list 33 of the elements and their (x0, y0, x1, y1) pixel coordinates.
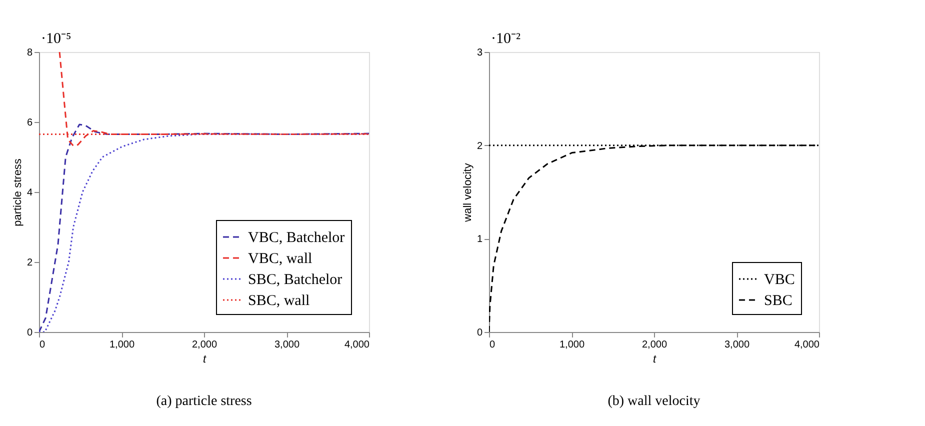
y-tick-label: 2 (26, 258, 33, 268)
x-tick-label: 1,000 (559, 340, 585, 350)
x-tick-label: 3,000 (724, 340, 750, 350)
x-axis-title: t (202, 354, 207, 366)
y-tick-label: 2 (476, 140, 483, 152)
text: (b) wall velocity (608, 394, 700, 409)
x-tick-label: 0 (40, 340, 46, 350)
y-tick-label: 1 (476, 234, 483, 246)
x-tick-label: 2,000 (192, 340, 218, 350)
text: ·10⁻² (491, 31, 521, 47)
x-tick-label: 2,000 (642, 340, 668, 350)
legend-label: SBC, Batchelor (248, 272, 342, 288)
y-axis-title: particle stress (12, 158, 24, 226)
y-tick-label: 3 (476, 48, 483, 58)
x-tick-label: 4,000 (344, 340, 370, 350)
x-tick-label: 0 (490, 340, 496, 350)
y-tick-label: 0 (26, 328, 33, 338)
y-tick-label: 6 (26, 118, 33, 128)
legend-label: VBC, wall (248, 251, 312, 267)
text: (a) particle stress (156, 394, 252, 409)
y-tick-label: 4 (26, 188, 33, 198)
y-axis-title: wall velocity (462, 162, 474, 223)
y-tick-label: 8 (26, 48, 33, 58)
x-tick-label: 4,000 (794, 340, 820, 350)
legend-label: SBC (764, 293, 792, 309)
y-tick-label: 0 (476, 328, 483, 338)
text: ·10⁻⁵ (41, 31, 72, 47)
legend-label: VBC, Batchelor (248, 230, 345, 246)
legend-label: SBC, wall (248, 293, 310, 309)
x-axis-title: t (652, 354, 657, 366)
x-tick-label: 3,000 (274, 340, 300, 350)
legend-label: VBC (764, 272, 795, 288)
x-tick-label: 1,000 (109, 340, 135, 350)
